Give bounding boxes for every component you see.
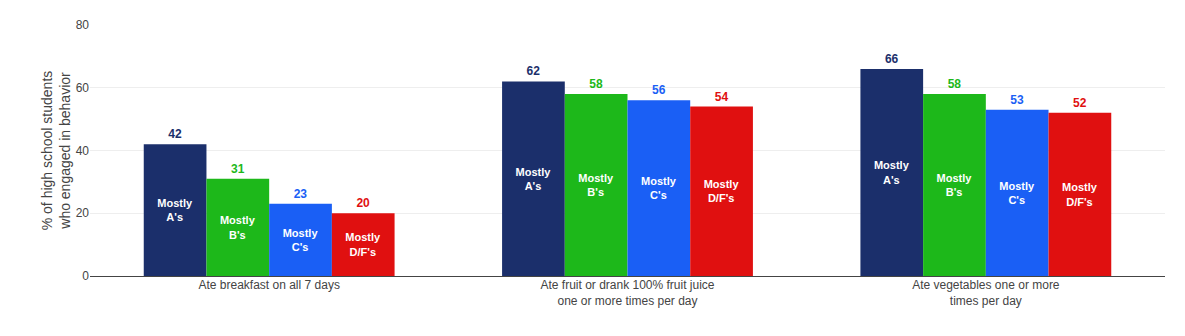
svg-text:MostlyD/F's: MostlyD/F's xyxy=(704,178,740,204)
svg-text:0: 0 xyxy=(82,269,89,283)
svg-text:MostlyB's: MostlyB's xyxy=(220,214,256,240)
svg-text:58: 58 xyxy=(948,77,962,91)
svg-text:40: 40 xyxy=(76,144,90,158)
svg-text:52: 52 xyxy=(1073,96,1087,110)
svg-text:MostlyC's: MostlyC's xyxy=(641,175,677,201)
svg-text:31: 31 xyxy=(231,162,245,176)
svg-text:60: 60 xyxy=(76,81,90,95)
svg-text:MostlyD/F's: MostlyD/F's xyxy=(1062,181,1098,207)
svg-text:Ate fruit or drank 100% fruit: Ate fruit or drank 100% fruit juiceone o… xyxy=(540,278,714,308)
svg-text:MostlyA's: MostlyA's xyxy=(157,197,193,223)
svg-text:66: 66 xyxy=(885,52,899,66)
svg-text:62: 62 xyxy=(527,64,541,78)
svg-text:56: 56 xyxy=(652,83,666,97)
svg-text:MostlyA's: MostlyA's xyxy=(516,166,552,192)
svg-text:MostlyC's: MostlyC's xyxy=(999,180,1035,206)
svg-text:Ate vegetables one or moretime: Ate vegetables one or moretimes per day xyxy=(912,278,1060,308)
svg-text:MostlyB's: MostlyB's xyxy=(578,172,614,198)
svg-text:23: 23 xyxy=(294,187,308,201)
svg-text:53: 53 xyxy=(1010,93,1024,107)
svg-text:Ate breakfast on all 7 days: Ate breakfast on all 7 days xyxy=(198,278,339,292)
svg-text:58: 58 xyxy=(589,77,603,91)
svg-text:MostlyB's: MostlyB's xyxy=(937,172,973,198)
svg-text:54: 54 xyxy=(715,90,729,104)
svg-text:80: 80 xyxy=(76,18,90,32)
svg-text:42: 42 xyxy=(168,127,182,141)
svg-text:MostlyC's: MostlyC's xyxy=(283,227,319,253)
svg-text:MostlyA's: MostlyA's xyxy=(874,159,910,185)
svg-text:20: 20 xyxy=(356,196,370,210)
svg-text:20: 20 xyxy=(76,206,90,220)
svg-text:MostlyD/F's: MostlyD/F's xyxy=(345,231,381,257)
svg-text:% of high school studentswho e: % of high school studentswho engaged in … xyxy=(39,71,73,231)
